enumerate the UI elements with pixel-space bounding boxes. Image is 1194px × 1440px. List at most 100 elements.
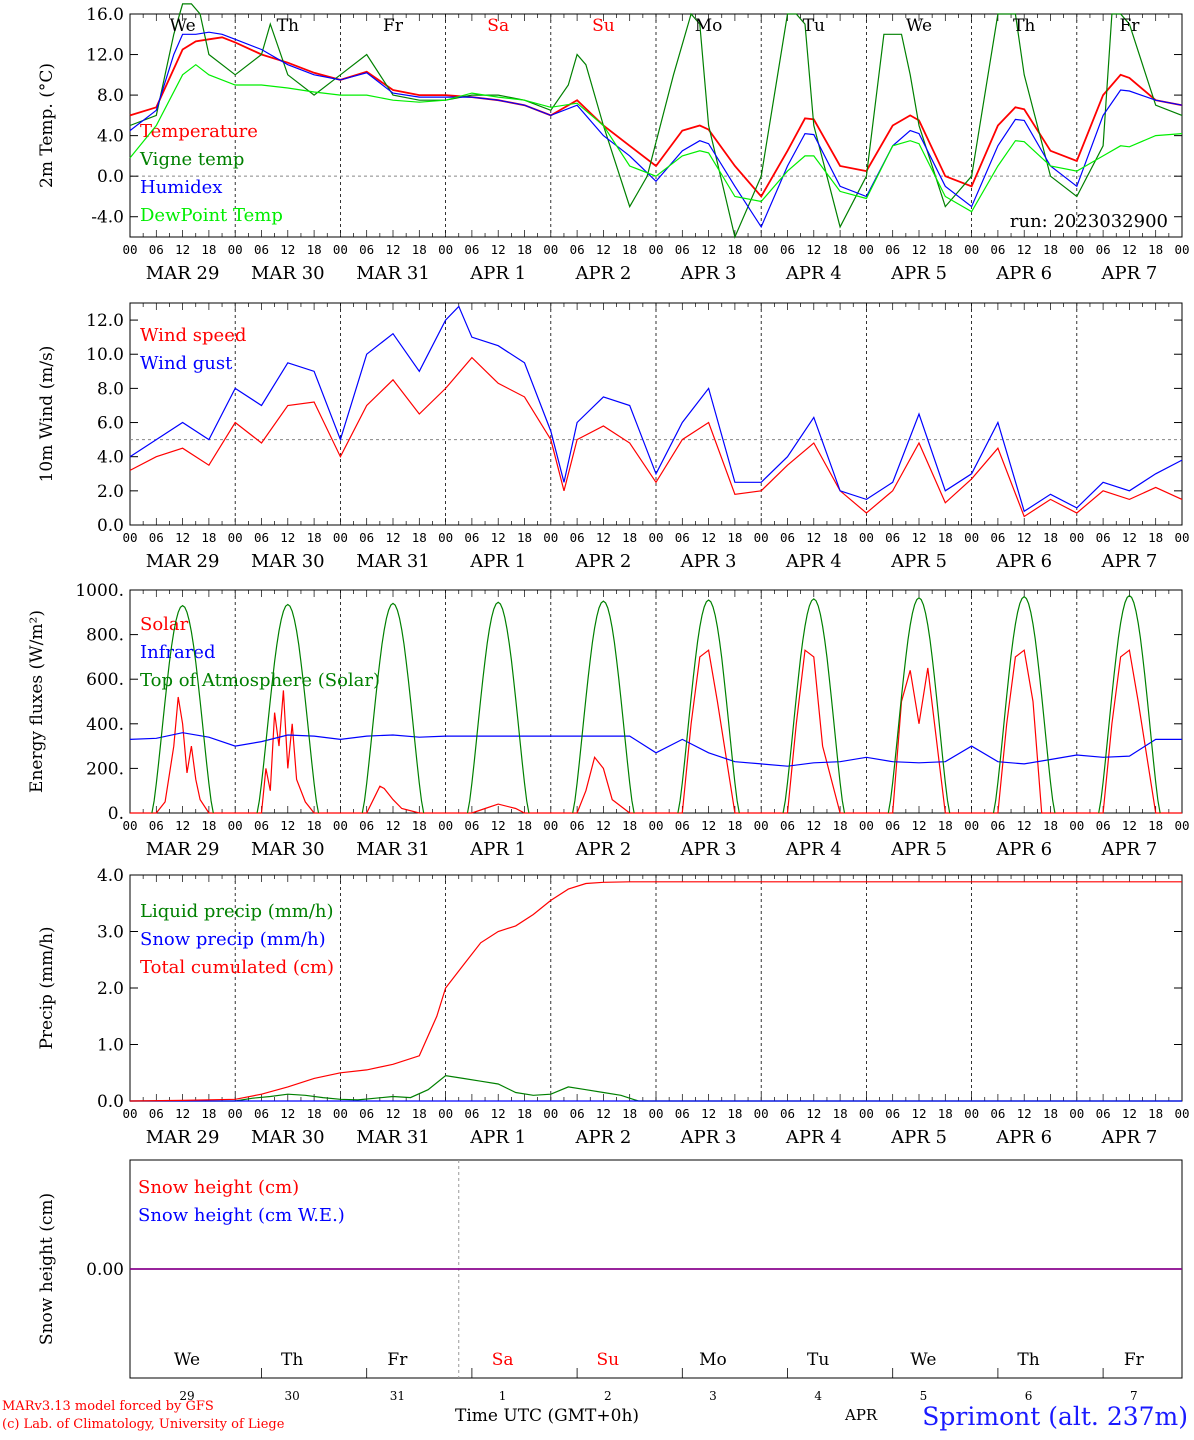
y-tick-label: 12.0 — [86, 311, 124, 331]
series-toa-solar — [151, 604, 214, 814]
hour-label: 06 — [570, 242, 585, 257]
hour-label: 06 — [675, 242, 690, 257]
hour-label: 06 — [254, 1106, 269, 1121]
hour-label: 18 — [201, 818, 216, 833]
series-dewpoint-temp — [129, 63, 1183, 213]
y-axis-label: Energy fluxes (W/m²) — [27, 610, 47, 793]
hour-label: 00 — [1069, 1106, 1084, 1121]
hour-label: 18 — [517, 530, 532, 545]
hour-label: 00 — [543, 530, 558, 545]
series-toa-solar — [256, 603, 320, 814]
hour-label: 06 — [359, 1106, 374, 1121]
hour-label: 12 — [280, 818, 295, 833]
hour-label: 18 — [727, 1106, 742, 1121]
hour-label: 18 — [727, 530, 742, 545]
hour-label: 06 — [149, 1106, 164, 1121]
y-tick-label: 6.0 — [97, 414, 124, 434]
hour-label: 18 — [622, 818, 637, 833]
legend-item: Vigne temp — [139, 149, 244, 170]
hour-label: 12 — [701, 242, 716, 257]
series-toa-solar — [677, 599, 740, 814]
y-tick-label: 8.0 — [97, 379, 124, 399]
series-total-cumulated-cm- — [129, 881, 1182, 1102]
date-label: APR 7 — [1100, 551, 1157, 572]
series-toa-solar — [466, 601, 530, 814]
run-label: run: 2023032900 — [1010, 211, 1168, 232]
hour-label: 00 — [754, 242, 769, 257]
hour-label: 00 — [859, 242, 874, 257]
hour-label: 06 — [780, 818, 795, 833]
date-label: APR 4 — [785, 1127, 842, 1148]
hour-label: 00 — [543, 242, 558, 257]
hour-label: 06 — [464, 242, 479, 257]
hour-label: 18 — [1148, 242, 1163, 257]
y-tick-label: 2.0 — [97, 482, 124, 502]
date-label: APR 4 — [785, 839, 842, 860]
series-wind-gust — [129, 305, 1183, 513]
date-label: APR 7 — [1100, 263, 1157, 284]
hour-label: 00 — [438, 242, 453, 257]
weekday-label: We — [174, 1350, 200, 1370]
date-label: APR 4 — [785, 551, 842, 572]
hour-label: 06 — [149, 818, 164, 833]
hour-label: 18 — [1043, 242, 1058, 257]
hour-label: 12 — [280, 530, 295, 545]
date-label: APR 2 — [574, 1127, 631, 1148]
hour-label: 12 — [701, 530, 716, 545]
date-label: APR 3 — [680, 839, 737, 860]
legend-item: Snow height (cm W.E.) — [138, 1205, 345, 1226]
hour-label: 06 — [570, 1106, 585, 1121]
hour-label: 00 — [1174, 242, 1189, 257]
hour-label: 12 — [701, 1106, 716, 1121]
y-tick-label: 10.0 — [86, 345, 124, 365]
y-tick-label: -4.0 — [91, 208, 124, 228]
date-label: APR 6 — [995, 551, 1052, 572]
weekday-label: Fr — [387, 1350, 408, 1370]
weekday-label: Mo — [699, 1350, 727, 1370]
hour-label: 06 — [359, 242, 374, 257]
hour-label: 12 — [806, 818, 821, 833]
hour-label: 18 — [1043, 818, 1058, 833]
y-tick-label: 4.0 — [97, 127, 124, 147]
hour-label: 12 — [1017, 1106, 1032, 1121]
weekday-label: Fr — [383, 16, 404, 36]
panel-4: 4.0 3.0 2.0 1.0 0.0 Precip (mm/h) 00 06 12 18 00 06… — [37, 866, 1190, 1148]
date-label: APR 1 — [469, 263, 526, 284]
hour-label: 18 — [1043, 1106, 1058, 1121]
weekday-label: Fr — [1124, 1350, 1145, 1370]
hour-label: 18 — [307, 242, 322, 257]
date-label: APR 6 — [995, 839, 1052, 860]
day-number: 4 — [814, 1389, 822, 1403]
date-label: APR 5 — [890, 551, 947, 572]
hour-label: 12 — [385, 242, 400, 257]
x-axis-label: Time UTC (GMT+0h) — [455, 1406, 640, 1426]
weekday-label: Sa — [487, 16, 509, 36]
hour-label: 06 — [1096, 1106, 1111, 1121]
y-tick-label: 3.0 — [97, 923, 124, 943]
date-label: APR 4 — [785, 263, 842, 284]
hour-label: 00 — [543, 1106, 558, 1121]
hour-label: 00 — [122, 530, 137, 545]
hour-label: 06 — [1096, 242, 1111, 257]
hour-label: 12 — [596, 818, 611, 833]
hour-label: 00 — [754, 530, 769, 545]
hour-label: 12 — [701, 818, 716, 833]
date-label: APR 6 — [995, 263, 1052, 284]
hour-label: 12 — [1122, 818, 1137, 833]
date-label: MAR 31 — [356, 263, 430, 284]
hour-label: 06 — [149, 242, 164, 257]
hour-label: 18 — [412, 530, 427, 545]
hour-label: 06 — [359, 818, 374, 833]
hour-label: 06 — [464, 1106, 479, 1121]
hour-label: 00 — [1174, 530, 1189, 545]
hour-label: 12 — [280, 242, 295, 257]
hour-label: 12 — [806, 530, 821, 545]
legend-item: Humidex — [140, 177, 222, 198]
date-label: APR 5 — [890, 263, 947, 284]
hour-label: 06 — [780, 242, 795, 257]
hour-label: 00 — [648, 1106, 663, 1121]
hour-label: 18 — [833, 818, 848, 833]
date-label: MAR 31 — [356, 1127, 430, 1148]
hour-label: 00 — [228, 818, 243, 833]
y-tick-label: 4.0 — [97, 448, 124, 468]
